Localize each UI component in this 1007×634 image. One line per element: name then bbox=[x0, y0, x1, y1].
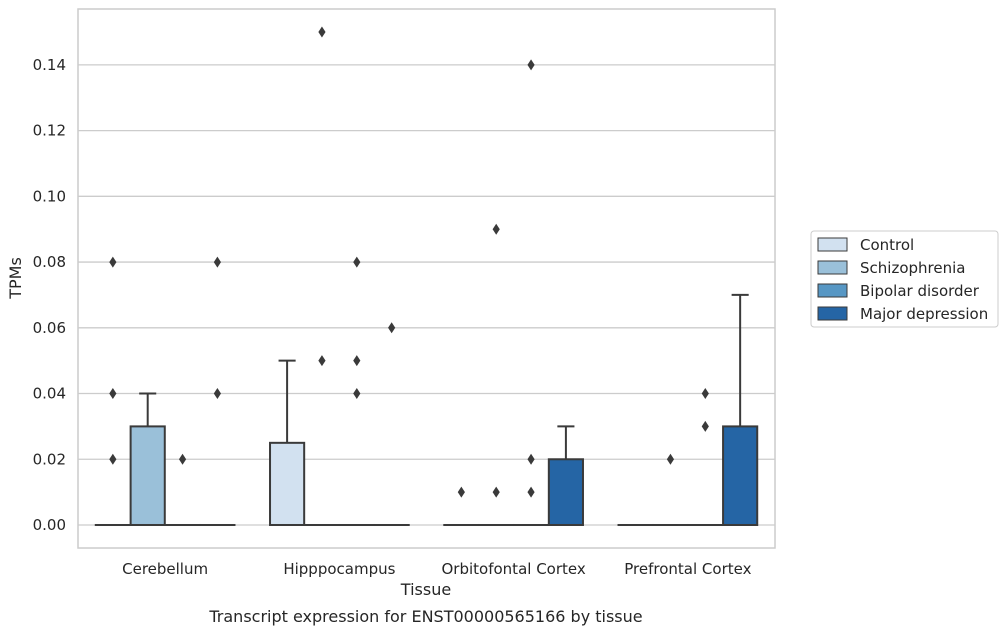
legend-frame bbox=[810, 230, 999, 328]
outlier-point bbox=[318, 26, 326, 38]
box-schizophrenia bbox=[129, 392, 166, 526]
y-tick-label: 0.04 bbox=[33, 385, 66, 403]
outlier-point bbox=[353, 388, 361, 400]
legend-label: Schizophrenia bbox=[860, 259, 965, 277]
chart-title: Transcript expression for ENST0000056516… bbox=[208, 607, 642, 626]
outlier-point bbox=[527, 486, 535, 498]
plot-area-frame bbox=[77, 8, 776, 549]
box-rect bbox=[269, 441, 306, 526]
y-tick-label: 0.08 bbox=[33, 253, 66, 271]
box-control bbox=[269, 359, 306, 526]
box-major-depression bbox=[199, 256, 236, 527]
legend-label: Control bbox=[860, 236, 914, 254]
box-series bbox=[94, 26, 759, 527]
outlier-point bbox=[213, 388, 221, 400]
x-tick-labels: Cerebellum Hipppocampus Orbitofontal Corte… bbox=[122, 560, 751, 578]
outlier-point bbox=[318, 355, 326, 367]
y-tick-label: 0.10 bbox=[33, 187, 66, 205]
y-tick-label: 0.06 bbox=[33, 319, 66, 337]
y-axis-title: TPMs bbox=[6, 257, 25, 300]
x-tick-label: Orbitofontal Cortex bbox=[442, 560, 586, 578]
outlier-point bbox=[492, 486, 500, 498]
legend-label: Major depression bbox=[860, 305, 988, 323]
y-tick-labels: 0.00 0.02 0.04 0.06 0.08 0.10 0.12 0.14 bbox=[33, 56, 66, 534]
y-tick-label: 0.02 bbox=[33, 450, 66, 468]
box-control bbox=[94, 256, 131, 527]
outlier-point bbox=[109, 256, 117, 268]
outlier-point bbox=[353, 256, 361, 268]
y-tick-label: 0.14 bbox=[33, 56, 66, 74]
outlier-point bbox=[388, 322, 396, 334]
x-tick-label: Cerebellum bbox=[122, 560, 208, 578]
legend-swatch bbox=[817, 306, 848, 321]
box-major-depression bbox=[547, 425, 584, 526]
box-major-depression bbox=[373, 322, 410, 527]
legend: Control Schizophrenia Bipolar disorder Majo… bbox=[810, 230, 999, 328]
outlier-point bbox=[353, 355, 361, 367]
outlier-point bbox=[701, 420, 709, 432]
y-tick-label: 0.12 bbox=[33, 122, 66, 140]
box-schizophrenia bbox=[303, 26, 341, 527]
x-tick-label: Prefrontal Cortex bbox=[624, 560, 751, 578]
y-tick-label: 0.00 bbox=[33, 516, 66, 534]
legend-swatch bbox=[817, 237, 848, 252]
outlier-point bbox=[457, 486, 465, 498]
box-rect bbox=[722, 425, 759, 526]
box-rect bbox=[129, 425, 166, 526]
outlier-point bbox=[109, 388, 117, 400]
grid-lines bbox=[78, 64, 775, 526]
outlier-point bbox=[492, 223, 500, 235]
box-major-depression bbox=[722, 293, 759, 526]
x-tick-label: Hipppocampus bbox=[283, 560, 395, 578]
outlier-point bbox=[527, 59, 535, 71]
box-schizophrenia bbox=[478, 223, 515, 527]
outlier-point bbox=[178, 453, 187, 465]
x-axis-title: Tissue bbox=[400, 580, 451, 599]
box-bipolar-disorder bbox=[164, 453, 201, 527]
outlier-point bbox=[701, 388, 709, 400]
legend-swatch bbox=[817, 260, 848, 275]
legend-label: Bipolar disorder bbox=[860, 282, 980, 300]
box-rect bbox=[547, 458, 584, 526]
legend-swatch bbox=[817, 283, 848, 298]
outlier-point bbox=[213, 256, 221, 268]
outlier-point bbox=[666, 453, 675, 465]
outlier-point bbox=[527, 453, 535, 465]
outlier-point bbox=[109, 453, 117, 465]
